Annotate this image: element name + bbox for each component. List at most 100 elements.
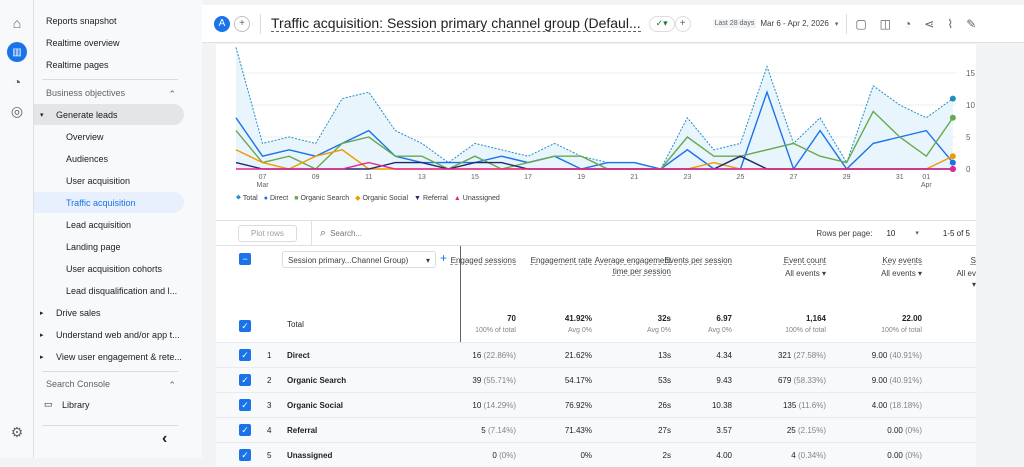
legend-item[interactable]: ▼ Referral: [414, 194, 448, 202]
pagination: 1-5 of 5: [942, 228, 970, 238]
legend-item[interactable]: ⬥ Total: [236, 194, 258, 202]
sidebar-item-library[interactable]: ▭ Library: [34, 394, 184, 415]
column-header-label: Event count: [783, 256, 826, 265]
row-checkbox[interactable]: ✓: [239, 374, 251, 386]
table-cell: 4 (0.34%): [791, 451, 826, 460]
insights-icon[interactable]: ◔: [904, 16, 912, 31]
cell-value: 5: [481, 425, 486, 435]
sidebar-item-lead-acquisition[interactable]: Lead acquisition: [34, 214, 184, 235]
row-channel: Organic Social: [287, 400, 344, 410]
add-dimension-icon[interactable]: +: [440, 251, 448, 265]
trend-icon[interactable]: ⌇: [947, 16, 954, 31]
table-row[interactable]: ✓ 5 Unassigned 0 (0%) 0% 2s 4.00 4 (0.34%) 0.00 …: [216, 442, 976, 467]
explore-icon[interactable]: ◔: [12, 74, 22, 90]
sidebar-item-view-user-engagement-rete[interactable]: ▸ View user engagement & rete...: [34, 346, 184, 367]
sidebar-item-lead-disqualification-and-l[interactable]: Lead disqualification and l...: [34, 280, 184, 301]
chevron-up-icon[interactable]: ⌃: [168, 89, 176, 99]
home-icon[interactable]: ⌂: [12, 15, 22, 31]
total-checkbox[interactable]: ✓: [239, 320, 251, 332]
total-subtext: Avg 0%: [647, 327, 671, 334]
check-status-icon[interactable]: ✓▾: [648, 15, 675, 32]
table-cell: 9.43: [716, 376, 732, 385]
sidebar-item-traffic-acquisition[interactable]: Traffic acquisition: [34, 192, 184, 213]
column-header[interactable]: Average engagement time per session: [591, 255, 671, 277]
legend-label: Total: [242, 194, 258, 202]
cell-value: 0: [492, 450, 497, 460]
sidebar-item-label: Landing page: [66, 241, 121, 252]
rows-per-page-select[interactable]: 10: [886, 228, 896, 238]
table-row[interactable]: ✓ 2 Organic Search 39 (55.71%) 54.17% 53s 9.43…: [216, 367, 976, 392]
legend-item[interactable]: ● Direct: [264, 194, 289, 202]
cell-value: 76.92%: [564, 400, 592, 410]
sidebar-item-reports-snapshot[interactable]: Reports snapshot: [34, 10, 184, 31]
table-row[interactable]: ✓ 1 Direct 16 (22.86%) 21.62% 13s 4.34 321 (27.…: [216, 342, 976, 367]
column-header[interactable]: Key events All events ▾: [842, 255, 922, 279]
legend-item[interactable]: ■ Organic Search: [294, 194, 349, 202]
chevron-up-icon[interactable]: ⌃: [168, 380, 176, 390]
add-icon[interactable]: +: [674, 15, 691, 32]
row-checkbox[interactable]: ✓: [239, 399, 251, 411]
date-range[interactable]: Mar 6 - Apr 2, 2026: [760, 19, 829, 28]
gear-icon[interactable]: ⚙: [10, 423, 24, 440]
cell-percent: (27.58%): [793, 350, 826, 360]
avatar[interactable]: A: [214, 15, 230, 32]
table-row[interactable]: ✓ 4 Referral 5 (7.14%) 71.43% 27s 3.57 25 (2.15…: [216, 417, 976, 442]
x-tick-label: 13: [418, 174, 426, 181]
plot-rows-button[interactable]: Plot rows: [238, 224, 297, 242]
page-title[interactable]: Traffic acquisition: Session primary cha…: [271, 15, 641, 32]
reports-icon[interactable]: ▥: [7, 42, 27, 62]
sidebar-item-realtime-pages[interactable]: Realtime pages: [34, 54, 184, 75]
column-header[interactable]: Engaged sessions: [436, 255, 516, 266]
total-cell: 70 100% of total: [475, 314, 516, 334]
legend-marker-icon: ▼: [414, 194, 421, 202]
column-header[interactable]: Engagement rate: [512, 255, 592, 266]
sidebar-item-label: Drive sales: [56, 307, 101, 318]
sidebar-item-search-console[interactable]: Search Console ⌃: [34, 373, 184, 394]
column-metric-select[interactable]: All ev ▾: [956, 269, 976, 289]
table-cell: 321 (27.58%): [778, 351, 826, 360]
total-subtext: 100% of total: [785, 327, 826, 334]
row-checkbox[interactable]: ✓: [239, 449, 251, 461]
column-metric-select[interactable]: All events ▾: [881, 269, 922, 278]
advertising-icon[interactable]: ◎: [10, 102, 24, 119]
search-input[interactable]: [330, 228, 531, 238]
chevron-down-icon[interactable]: ▾: [915, 230, 919, 237]
sidebar-item-user-acquisition[interactable]: User acquisition: [34, 170, 184, 191]
legend-item[interactable]: ◆ Organic Social: [355, 194, 408, 203]
collapse-icon[interactable]: ‹: [162, 430, 168, 447]
dimension-select[interactable]: Session primary...Channel Group) ▾: [282, 251, 436, 268]
sidebar-item-landing-page[interactable]: Landing page: [34, 236, 184, 257]
column-metric-select[interactable]: All events ▾: [785, 269, 826, 278]
sidebar-item-label: View user engagement & rete...: [56, 351, 182, 362]
sidebar-item-realtime-overview[interactable]: Realtime overview: [34, 32, 184, 53]
row-checkbox[interactable]: ✓: [239, 424, 251, 436]
column-header[interactable]: Event count All events ▾: [746, 255, 826, 279]
table-cell: 16 (22.86%): [472, 351, 516, 360]
share-icon[interactable]: ⋖: [924, 16, 935, 31]
sidebar-item-overview[interactable]: Overview: [34, 126, 184, 147]
column-header[interactable]: S All ev ▾: [956, 255, 976, 290]
compare-icon[interactable]: ◫: [879, 16, 892, 31]
date-dropdown-icon[interactable]: ▾: [834, 20, 839, 28]
y-tick-label: 15: [966, 69, 975, 78]
sidebar-item-business-objectives[interactable]: Business objectives ⌃: [34, 82, 184, 103]
legend-item[interactable]: ▲ Unassigned: [454, 194, 500, 202]
cell-percent: (0%): [905, 425, 922, 435]
date-prefix: Last 28 days: [712, 19, 757, 28]
notes-icon[interactable]: ▢: [855, 16, 867, 31]
x-tick-label: 09: [312, 174, 320, 181]
table-row[interactable]: ✓ 3 Organic Social 10 (14.29%) 76.92% 26s 10.3…: [216, 392, 976, 417]
add-comparison-icon[interactable]: +: [234, 15, 250, 32]
edit-icon[interactable]: ✎: [966, 16, 977, 31]
column-header[interactable]: Events per session: [652, 255, 732, 266]
sidebar-item-audiences[interactable]: Audiences: [34, 148, 184, 169]
sidebar-item-drive-sales[interactable]: ▸ Drive sales: [34, 302, 184, 323]
select-all-checkbox[interactable]: −: [239, 253, 251, 265]
row-checkbox[interactable]: ✓: [239, 349, 251, 361]
sidebar-item-user-acquisition-cohorts[interactable]: User acquisition cohorts: [34, 258, 184, 279]
sidebar-item-generate-leads[interactable]: ▾ Generate leads: [34, 104, 184, 125]
cell-percent: (18.18%): [889, 400, 922, 410]
cell-percent: (14.29%): [483, 400, 516, 410]
sidebar-item-understand-web-and-or-app-t[interactable]: ▸ Understand web and/or app t...: [34, 324, 184, 345]
